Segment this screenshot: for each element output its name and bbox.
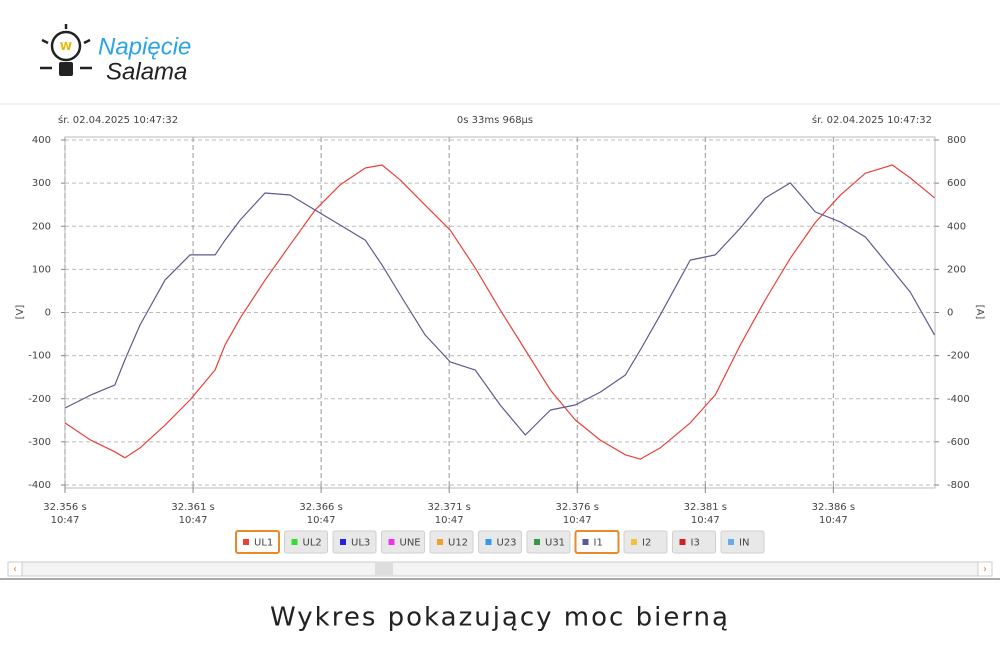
- x-tick-sublabel: 10:47: [691, 515, 720, 526]
- channel-button[interactable]: U12: [429, 530, 474, 554]
- legend-swatch: [534, 539, 540, 545]
- legend-label: I1: [594, 538, 603, 549]
- series-line: [64, 182, 936, 436]
- legend-label: UL2: [303, 538, 322, 549]
- button-frame: [381, 530, 425, 554]
- button-frame: [672, 530, 716, 554]
- channel-button[interactable]: UL1: [235, 530, 280, 554]
- y-tick-label: 0: [45, 308, 51, 319]
- x-tick-label: 32.356 s: [43, 502, 86, 513]
- button-frame: [478, 530, 522, 554]
- button-frame: [429, 530, 474, 554]
- header-center: 0s 33ms 968µs: [457, 115, 533, 126]
- y-tick-label: -200: [28, 394, 51, 405]
- x-tick-sublabel: 10:47: [307, 515, 336, 526]
- button-frame: [574, 530, 620, 554]
- channel-button[interactable]: I1: [574, 530, 620, 554]
- y2-tick-label: -200: [947, 351, 970, 362]
- svg-text:W: W: [60, 40, 72, 53]
- y2-tick-label: -600: [947, 437, 970, 448]
- button-frame: [720, 530, 765, 554]
- channel-button[interactable]: U31: [526, 530, 571, 554]
- y2-tick-label: 400: [947, 221, 966, 232]
- y-tick-label: 200: [32, 221, 51, 232]
- x-tick-label: 32.366 s: [299, 502, 342, 513]
- logo-line2: Salama: [106, 58, 187, 85]
- y-tick-label: -100: [28, 351, 51, 362]
- legend-label: U23: [497, 538, 517, 549]
- legend-swatch: [340, 539, 346, 545]
- button-frame: [332, 530, 377, 554]
- legend-swatch: [388, 539, 395, 545]
- legend-swatch: [582, 539, 589, 545]
- y2-tick-label: 200: [947, 264, 966, 275]
- legend-swatch: [631, 539, 637, 545]
- y-tick-label: 400: [32, 135, 51, 146]
- x-tick-sublabel: 10:47: [563, 515, 592, 526]
- x-tick-label: 32.361 s: [171, 502, 214, 513]
- legend-swatch: [485, 539, 492, 545]
- channel-button[interactable]: I3: [672, 530, 716, 554]
- svg-text:‹: ‹: [13, 564, 17, 575]
- logo-line1: Napięcie: [98, 33, 191, 60]
- y2-tick-label: 600: [947, 178, 966, 189]
- y2-tick-label: -400: [947, 394, 970, 405]
- channel-button[interactable]: UNE: [381, 530, 425, 554]
- legend-swatch: [291, 539, 298, 545]
- channel-button[interactable]: I2: [623, 530, 668, 554]
- channel-button[interactable]: UL2: [284, 530, 328, 554]
- x-tick-label: 32.371 s: [427, 502, 470, 513]
- series-line: [64, 164, 935, 460]
- x-tick-sublabel: 10:47: [51, 515, 80, 526]
- x-tick-sublabel: 10:47: [179, 515, 208, 526]
- legend-label: UNE: [400, 538, 421, 549]
- y-tick-label: 300: [32, 178, 51, 189]
- legend-label: IN: [739, 538, 749, 549]
- channel-button[interactable]: IN: [720, 530, 765, 554]
- legend-label: UL1: [254, 538, 273, 549]
- x-tick-sublabel: 10:47: [435, 515, 464, 526]
- legend-swatch: [728, 539, 734, 545]
- scrollbar[interactable]: ‹ ›: [7, 561, 993, 577]
- button-frame: [284, 530, 328, 554]
- y2-axis-label: [A]: [974, 305, 985, 320]
- svg-text:›: ›: [983, 564, 987, 575]
- button-frame: [526, 530, 571, 554]
- button-frame: [235, 530, 280, 554]
- legend-swatch: [437, 539, 443, 545]
- y2-tick-label: 0: [947, 308, 953, 319]
- x-tick-label: 32.386 s: [812, 502, 855, 513]
- x-tick-label: 32.376 s: [556, 502, 599, 513]
- button-frame: [623, 530, 668, 554]
- header-left: śr. 02.04.2025 10:47:32: [58, 114, 178, 126]
- y-tick-label: -400: [28, 480, 51, 491]
- legend-swatch: [243, 539, 249, 545]
- legend-label: U31: [545, 538, 565, 549]
- header-right: śr. 02.04.2025 10:47:32: [812, 114, 932, 126]
- legend-swatch: [679, 539, 686, 545]
- legend-label: UL3: [351, 538, 370, 549]
- y-tick-label: -300: [28, 437, 51, 448]
- y-tick-label: 100: [32, 264, 51, 275]
- channel-button[interactable]: U23: [478, 530, 522, 554]
- legend-label: I3: [691, 538, 700, 549]
- y2-tick-label: -800: [947, 480, 970, 491]
- channel-button[interactable]: UL3: [332, 530, 377, 554]
- x-tick-sublabel: 10:47: [819, 515, 848, 526]
- legend-label: U12: [448, 538, 468, 549]
- legend-label: I2: [642, 538, 651, 549]
- y2-tick-label: 800: [947, 135, 966, 146]
- logo: W Napięcie Salama: [40, 24, 191, 85]
- y-axis-label: [V]: [15, 305, 26, 320]
- caption: Wykres pokazujący moc bierną: [270, 603, 730, 633]
- x-tick-label: 32.381 s: [684, 502, 727, 513]
